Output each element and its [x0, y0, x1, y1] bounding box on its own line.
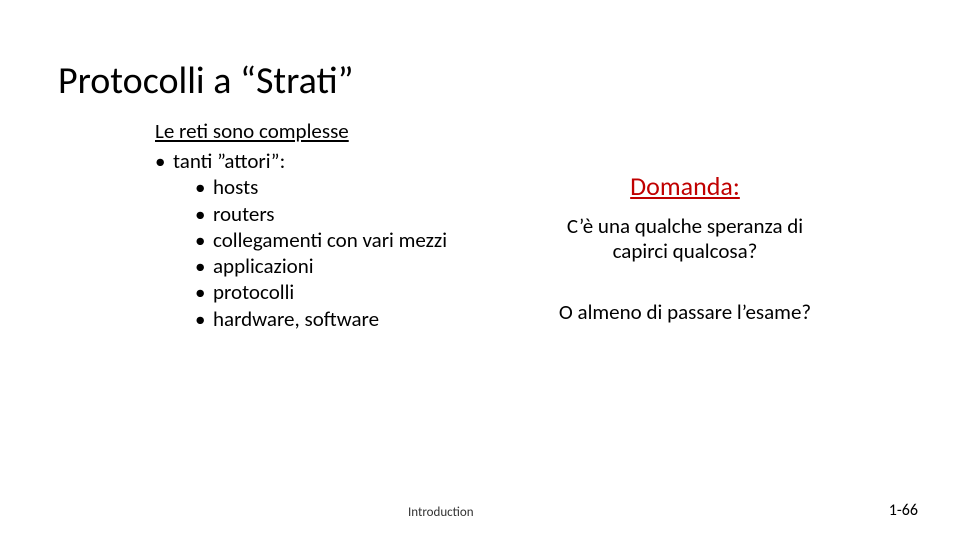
list-item-label: protocolli	[213, 279, 294, 305]
list-item: collegamenti con vari mezzi	[195, 227, 495, 253]
slide-title: Protocolli a “Strati”	[58, 58, 354, 104]
list-item: protocolli	[195, 279, 495, 305]
bullet-list-level2: hosts routers collegamenti con vari mezz…	[195, 174, 495, 332]
list-item: hardware, software	[195, 306, 495, 332]
question-line-1b: capirci qualcosa?	[510, 239, 860, 264]
list-item: applicazioni	[195, 253, 495, 279]
list-item-label: tanti ”attori”:	[173, 148, 285, 174]
list-item: tanti ”attori”: hosts routers collegamen…	[155, 148, 495, 332]
list-item-label: collegamenti con vari mezzi	[213, 227, 447, 253]
question-line-2: O almeno di passare l’esame?	[510, 300, 860, 325]
footer-section: Introduction	[408, 505, 474, 520]
list-item: routers	[195, 201, 495, 227]
list-item-label: hosts	[213, 174, 258, 200]
list-item-label: routers	[213, 201, 275, 227]
list-item-label: applicazioni	[213, 253, 314, 279]
list-item: hosts	[195, 174, 495, 200]
right-column: Domanda: C’è una qualche speranza di cap…	[510, 170, 860, 326]
slide: Protocolli a “Strati” Le reti sono compl…	[0, 0, 960, 540]
bullet-list-level1: tanti ”attori”: hosts routers collegamen…	[155, 148, 495, 332]
list-item-label: hardware, software	[213, 306, 379, 332]
question-line-1a: C’è una qualche speranza di	[510, 214, 860, 239]
left-column: Le reti sono complesse tanti ”attori”: h…	[155, 118, 495, 332]
subtitle: Le reti sono complesse	[155, 118, 495, 144]
footer-page-number: 1-66	[889, 501, 918, 520]
question-heading: Domanda:	[510, 170, 860, 202]
